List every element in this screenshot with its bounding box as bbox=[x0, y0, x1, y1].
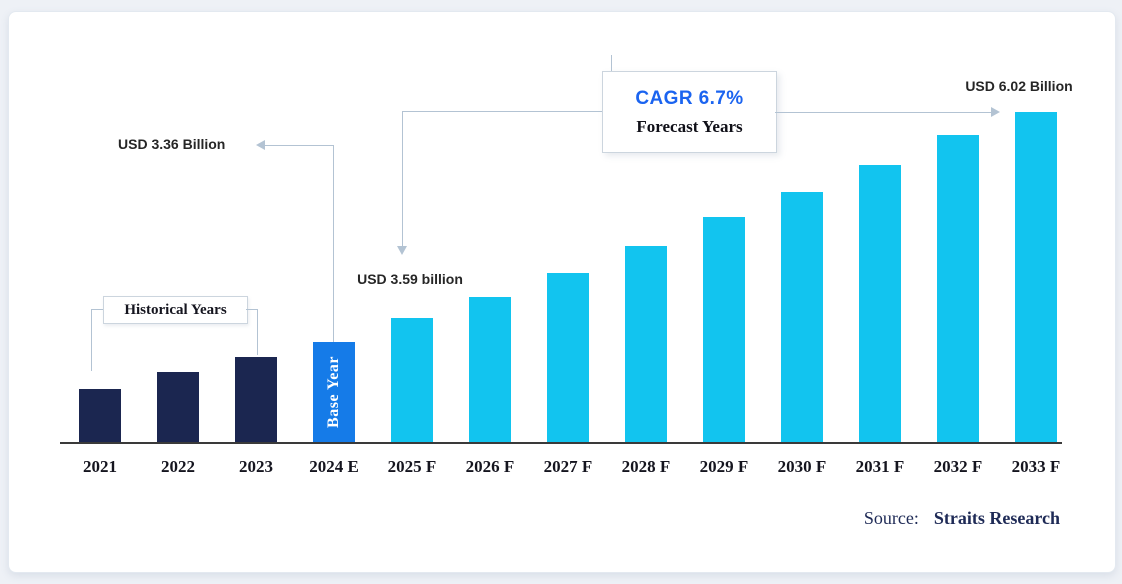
cagr-box: CAGR 6.7% Forecast Years bbox=[602, 71, 777, 153]
bar-2026-f bbox=[469, 297, 511, 443]
bar-2024-e bbox=[313, 342, 355, 443]
historical-years-label: Historical Years bbox=[124, 301, 227, 318]
x-axis-label-2024-e: 2024 E bbox=[309, 457, 359, 476]
cagr-value-label: CAGR 6.7% bbox=[635, 87, 744, 109]
cagr-box-top-connector-line bbox=[611, 55, 612, 71]
value-label-2033: USD 6.02 Billion bbox=[965, 78, 1073, 94]
bar-2033-f bbox=[1015, 112, 1057, 443]
x-axis-label-2029-f: 2029 F bbox=[699, 457, 749, 476]
x-axis-label-2027-f: 2027 F bbox=[543, 457, 593, 476]
x-axis-label-2022: 2022 bbox=[161, 457, 195, 476]
forecast-arrow-right-horizontal bbox=[775, 112, 992, 113]
bar-2028-f bbox=[625, 246, 667, 443]
forecast-years-label: Forecast Years bbox=[636, 116, 743, 136]
x-axis-label-2025-f: 2025 F bbox=[387, 457, 437, 476]
down-arrowhead-2025-callout bbox=[397, 246, 407, 255]
x-axis-label-2021: 2021 bbox=[83, 457, 117, 476]
bar-2030-f bbox=[781, 192, 823, 443]
historical-bracket-left-vertical bbox=[91, 309, 92, 371]
forecast-arrow-left-horizontal bbox=[402, 111, 602, 112]
source-prefix: Source: bbox=[863, 508, 919, 528]
right-arrowhead-2033-callout bbox=[991, 107, 1000, 117]
bar-2032-f bbox=[937, 135, 979, 443]
value-label-2025: USD 3.59 billion bbox=[357, 271, 463, 287]
forecast-arrow-left-vertical bbox=[402, 111, 403, 247]
x-axis-label-2033-f: 2033 F bbox=[1011, 457, 1061, 476]
x-axis-label-2028-f: 2028 F bbox=[621, 457, 671, 476]
bar-2025-f bbox=[391, 318, 433, 443]
x-axis-label-2031-f: 2031 F bbox=[855, 457, 905, 476]
historical-bracket-right-horizontal bbox=[246, 309, 258, 310]
source-line: Source: Straits Research bbox=[700, 508, 1060, 529]
bar-2023 bbox=[235, 357, 277, 443]
x-axis-label-2030-f: 2030 F bbox=[777, 457, 827, 476]
source-name: Straits Research bbox=[933, 508, 1060, 528]
bar-2027-f bbox=[547, 273, 589, 443]
elbow-line-horizontal-2024 bbox=[265, 145, 333, 146]
value-label-2024: USD 3.36 Billion bbox=[118, 136, 226, 152]
elbow-line-vertical-2024 bbox=[333, 145, 334, 342]
historical-bracket-left-horizontal bbox=[91, 309, 103, 310]
x-axis-label-2023: 2023 bbox=[239, 457, 273, 476]
bar-2029-f bbox=[703, 217, 745, 443]
x-axis-label-2032-f: 2032 F bbox=[933, 457, 983, 476]
bar-2021 bbox=[79, 389, 121, 443]
x-axis-line bbox=[60, 442, 1062, 444]
left-arrowhead-2024-callout bbox=[256, 140, 265, 150]
historical-years-box: Historical Years bbox=[103, 296, 248, 324]
bar-2022 bbox=[157, 372, 199, 443]
historical-bracket-right-vertical bbox=[257, 309, 258, 355]
bar-2031-f bbox=[859, 165, 901, 443]
x-axis-label-2026-f: 2026 F bbox=[465, 457, 515, 476]
